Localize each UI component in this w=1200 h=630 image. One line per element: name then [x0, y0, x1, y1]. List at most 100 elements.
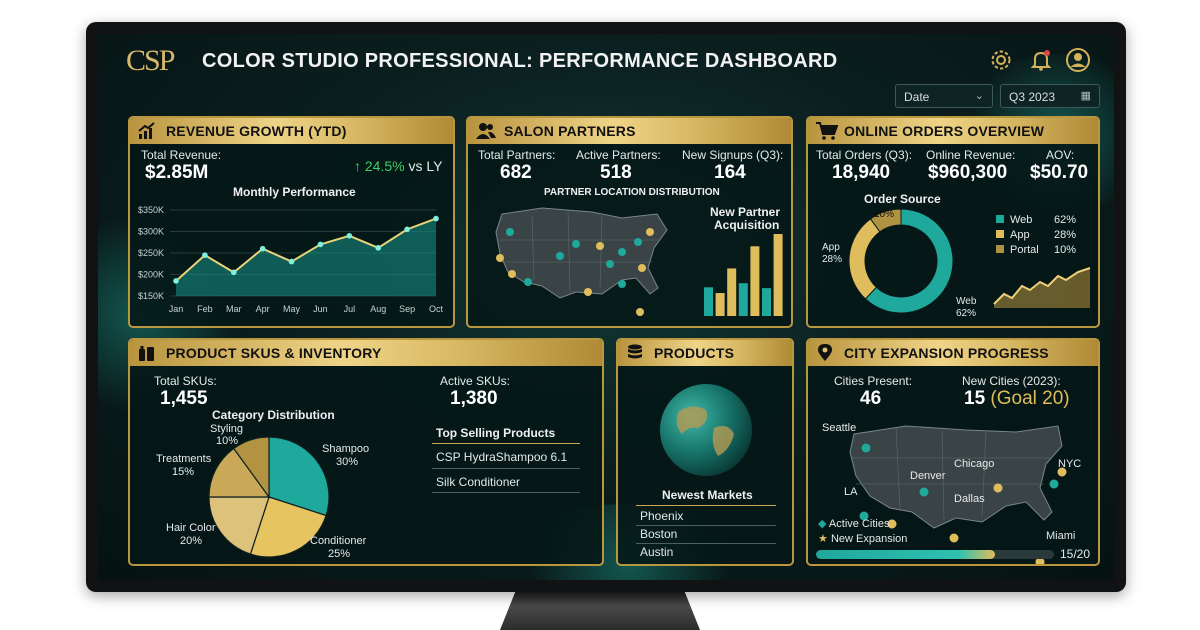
total-skus-label: Total SKUs: [154, 374, 217, 388]
star-icon: ★ [818, 533, 828, 545]
revenue-point [375, 245, 382, 251]
expansion-progress-text: 15/20 [1060, 547, 1091, 561]
sku-panel-title: PRODUCT SKUS & INVENTORY [166, 345, 382, 361]
total-orders-label: Total Orders (Q3): [816, 148, 913, 162]
pie-pct-treatments: 15% [172, 466, 195, 478]
bell-icon[interactable] [1028, 47, 1054, 73]
chevron-down-icon: ⌄ [974, 90, 984, 102]
legend-swatch [996, 245, 1004, 253]
acquisition-bar [762, 288, 771, 316]
teal-location-pin-icon [506, 228, 514, 236]
city-label-dallas: Dallas [954, 493, 985, 505]
total-skus-value: 1,455 [160, 388, 208, 409]
market-row[interactable]: Phoenix [640, 509, 684, 523]
pie-pct-shampoo: 30% [336, 456, 359, 468]
active-partners-label: Active Partners: [576, 148, 661, 162]
pie-pct-hair-color: 20% [180, 535, 203, 547]
pie-label-treatments: Treatments [156, 453, 212, 465]
new-signups-label: New Signups (Q3): [682, 148, 784, 162]
orders-panel: ONLINE ORDERS OVERVIEW Total Orders (Q3)… [806, 116, 1100, 328]
city-label-miami: Miami [1046, 530, 1076, 542]
category-dist-title: Category Distribution [212, 408, 335, 422]
expansion-progress-fill [816, 550, 995, 559]
revenue-point [230, 269, 237, 276]
period-picker[interactable]: Q3 2023 ▦ [1000, 84, 1100, 108]
donut-slice-web [864, 208, 954, 314]
divider [636, 525, 776, 526]
revenue-point [173, 278, 179, 284]
cart-icon [816, 122, 839, 140]
revenue-panel: REVENUE GROWTH (YTD) Total Revenue: $2.8… [128, 116, 455, 328]
revenue-point [202, 252, 208, 258]
total-orders-value: 18,940 [832, 162, 891, 183]
city-label-nyc: NYC [1058, 458, 1082, 470]
active-skus-label: Active SKUs: [440, 374, 511, 388]
acquisition-title-line1: New Partner [710, 205, 781, 219]
online-revenue-value: $960,300 [928, 162, 1008, 183]
salon-panel-title: SALON PARTNERS [504, 123, 636, 139]
online-revenue-label: Online Revenue: [926, 148, 1016, 162]
total-revenue-label: Total Revenue: [141, 148, 222, 162]
active-skus-value: 1,380 [450, 388, 498, 409]
date-filter-select[interactable]: Date ⌄ [895, 84, 993, 108]
legend-pct: 62% [1054, 214, 1077, 226]
pie-slice-conditioner [249, 496, 327, 558]
order-source-title: Order Source [864, 192, 941, 206]
pie-slice-styling [232, 436, 270, 499]
calendar-icon: ▦ [1080, 90, 1091, 102]
order-source-donut [848, 208, 954, 314]
x-tick-label: Aug [370, 304, 386, 314]
x-tick-label: Jul [344, 304, 356, 314]
city-panel-title: CITY EXPANSION PROGRESS [844, 345, 1049, 361]
legend-swatch [996, 215, 1004, 223]
growth-value: 24.5% [364, 158, 405, 174]
acquisition-bar [704, 287, 713, 316]
acquisition-bar [727, 268, 737, 316]
city-panel: CITY EXPANSION PROGRESS Cities Present: … [806, 338, 1100, 566]
top-product-row[interactable]: Silk Conditioner [436, 475, 521, 489]
divider [636, 543, 776, 544]
revenue-point [346, 233, 353, 239]
x-tick-label: Apr [256, 304, 270, 314]
pie-pct-conditioner: 25% [328, 548, 351, 560]
pie-pct-styling: 10% [216, 435, 239, 447]
pie-slice-shampoo [268, 436, 330, 517]
period-value: Q3 2023 [1009, 90, 1056, 104]
donut-slice-app [848, 218, 881, 300]
newest-markets-title: Newest Markets [662, 488, 753, 502]
legend-label: Web [1010, 214, 1033, 226]
expansion-progress-bar [816, 550, 1054, 559]
legend-item-portal: Portal 10% [996, 244, 1076, 256]
monitor-stand [500, 590, 700, 630]
acquisition-bar [715, 293, 725, 316]
location-pin-icon [816, 344, 834, 362]
acquisition-title-line2: Acquisition [714, 218, 780, 232]
market-row[interactable]: Boston [640, 527, 678, 541]
user-icon[interactable] [1065, 47, 1091, 73]
legend-label: App [1010, 229, 1030, 241]
y-tick-label: $200K [138, 270, 164, 280]
arrow-up-icon: ↑ [354, 158, 361, 174]
x-tick-label: Jan [169, 304, 184, 314]
partner-map-title: PARTNER LOCATION DISTRIBUTION [544, 187, 720, 198]
csp-logo: CSP [126, 44, 175, 77]
pie-label-conditioner: Conditioner [310, 535, 367, 547]
x-tick-label: Oct [429, 304, 444, 314]
salon-panel: SALON PARTNERS Total Partners: 682 Activ… [466, 116, 793, 328]
market-row[interactable]: Austin [640, 545, 674, 559]
page-title: COLOR STUDIO PROFESSIONAL: PERFORMANCE D… [202, 50, 838, 72]
pie-label-hair-color: Hair Color [166, 522, 216, 534]
growth-suffix: vs LY [408, 158, 443, 174]
divider [432, 468, 580, 469]
x-tick-label: Feb [197, 304, 213, 314]
total-partners-label: Total Partners: [478, 148, 556, 162]
date-filter-label: Date [904, 90, 930, 104]
revenue-area [176, 218, 436, 296]
top-product-row[interactable]: CSP HydraShampoo 6.1 [436, 450, 568, 464]
revenue-point [404, 226, 410, 233]
sku-panel: PRODUCT SKUS & INVENTORY Total SKUs: 1,4… [128, 338, 604, 566]
city-expansion-map [849, 425, 1067, 564]
new-cities-goal: (Goal 20) [990, 388, 1070, 409]
gear-icon[interactable] [988, 47, 1014, 73]
y-tick-label: $350K [138, 205, 164, 215]
